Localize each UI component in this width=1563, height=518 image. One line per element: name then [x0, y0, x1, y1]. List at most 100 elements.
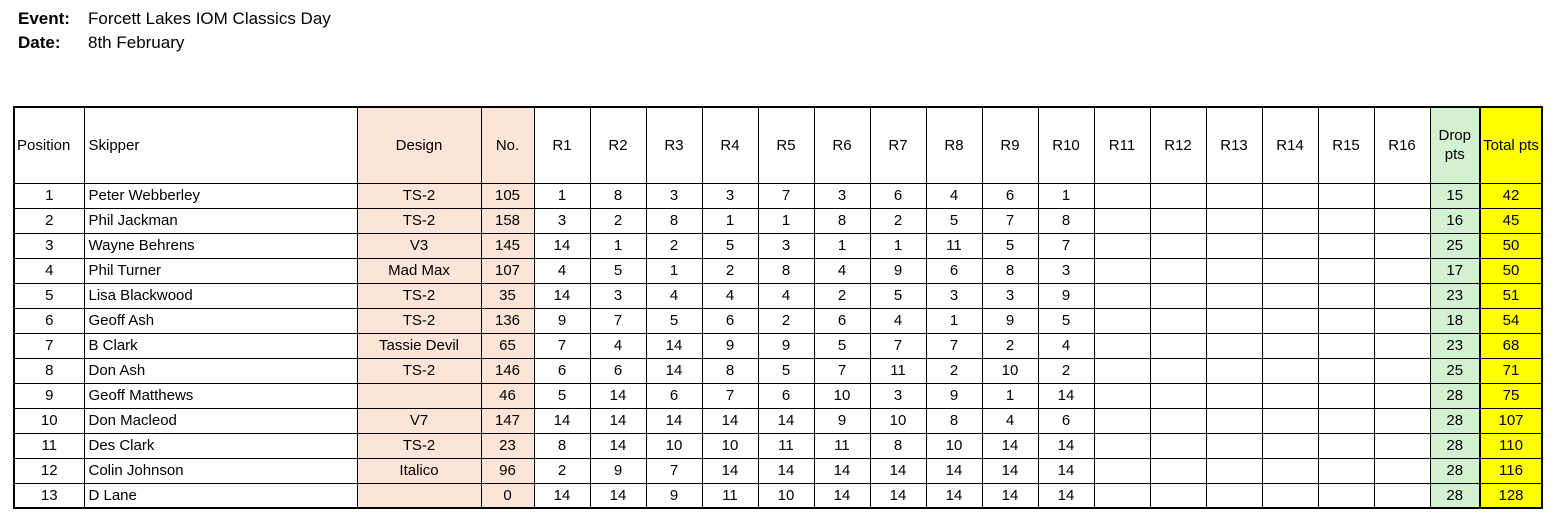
race-cell-r12 — [1149, 282, 1207, 309]
header-design: Design — [356, 106, 482, 184]
race-cell-r13 — [1205, 207, 1263, 234]
drop-pts-cell: 23 — [1429, 282, 1481, 309]
race-cell-r10: 3 — [1037, 257, 1095, 284]
design-cell — [356, 382, 482, 409]
race-cell-r8: 1 — [925, 307, 983, 334]
skipper-cell: D Lane — [83, 482, 358, 509]
race-cell-r11 — [1093, 257, 1151, 284]
race-cell-r15 — [1317, 332, 1375, 359]
race-cell-r12 — [1149, 182, 1207, 209]
race-cell-r14 — [1261, 457, 1319, 484]
race-cell-r16 — [1373, 257, 1431, 284]
race-cell-r5: 11 — [757, 432, 815, 459]
table-row: 11 Des Clark TS-2 23 8 14 10 10 11 11 8 10 14 14 28 110 — [13, 432, 1543, 459]
race-cell-r1: 5 — [533, 382, 591, 409]
table-row: 8 Don Ash TS-2 146 6 6 14 8 5 7 11 2 10 2 25 71 — [13, 357, 1543, 384]
header-race-r4: R4 — [701, 106, 759, 184]
race-cell-r12 — [1149, 457, 1207, 484]
race-cell-r3: 14 — [645, 357, 703, 384]
race-cell-r7: 14 — [869, 457, 927, 484]
race-cell-r7: 1 — [869, 232, 927, 259]
race-cell-r3: 2 — [645, 232, 703, 259]
race-cell-r5: 2 — [757, 307, 815, 334]
position-cell: 13 — [13, 482, 85, 509]
race-cell-r4: 2 — [701, 257, 759, 284]
race-cell-r7: 8 — [869, 432, 927, 459]
race-cell-r12 — [1149, 307, 1207, 334]
skipper-cell: Don Ash — [83, 357, 358, 384]
header-race-r13: R13 — [1205, 106, 1263, 184]
race-cell-r5: 14 — [757, 457, 815, 484]
no-cell: 158 — [480, 207, 535, 234]
race-cell-r14 — [1261, 207, 1319, 234]
race-cell-r6: 5 — [813, 332, 871, 359]
header-race-r5: R5 — [757, 106, 815, 184]
total-pts-cell: 54 — [1479, 307, 1543, 334]
race-cell-r6: 9 — [813, 407, 871, 434]
race-cell-r9: 14 — [981, 482, 1039, 509]
race-cell-r7: 5 — [869, 282, 927, 309]
race-cell-r5: 6 — [757, 382, 815, 409]
position-cell: 6 — [13, 307, 85, 334]
race-cell-r14 — [1261, 357, 1319, 384]
race-cell-r12 — [1149, 207, 1207, 234]
position-cell: 11 — [13, 432, 85, 459]
race-cell-r5: 8 — [757, 257, 815, 284]
drop-pts-cell: 25 — [1429, 232, 1481, 259]
total-pts-cell: 50 — [1479, 257, 1543, 284]
race-cell-r1: 9 — [533, 307, 591, 334]
design-cell: TS-2 — [356, 182, 482, 209]
race-cell-r6: 11 — [813, 432, 871, 459]
race-cell-r16 — [1373, 182, 1431, 209]
header-race-r16: R16 — [1373, 106, 1431, 184]
race-cell-r14 — [1261, 257, 1319, 284]
race-cell-r9: 2 — [981, 332, 1039, 359]
race-cell-r10: 1 — [1037, 182, 1095, 209]
no-cell: 46 — [480, 382, 535, 409]
position-cell: 10 — [13, 407, 85, 434]
header-race-r8: R8 — [925, 106, 983, 184]
race-cell-r12 — [1149, 332, 1207, 359]
design-cell: TS-2 — [356, 207, 482, 234]
table-row: 12 Colin Johnson Italico 96 2 9 7 14 14 14 14 14 14 1… — [13, 457, 1543, 484]
race-cell-r1: 14 — [533, 407, 591, 434]
race-cell-r6: 7 — [813, 357, 871, 384]
no-cell: 0 — [480, 482, 535, 509]
race-cell-r2: 2 — [589, 207, 647, 234]
total-pts-cell: 51 — [1479, 282, 1543, 309]
drop-pts-cell: 23 — [1429, 332, 1481, 359]
event-date-block: Event: Forcett Lakes IOM Classics Day Dat… — [0, 0, 1563, 55]
date-row: Date: 8th February — [18, 31, 1563, 55]
race-cell-r4: 11 — [701, 482, 759, 509]
race-cell-r12 — [1149, 382, 1207, 409]
race-cell-r6: 1 — [813, 232, 871, 259]
race-cell-r2: 14 — [589, 382, 647, 409]
race-cell-r8: 11 — [925, 232, 983, 259]
race-cell-r4: 6 — [701, 307, 759, 334]
race-cell-r1: 7 — [533, 332, 591, 359]
race-cell-r15 — [1317, 382, 1375, 409]
race-cell-r3: 7 — [645, 457, 703, 484]
header-position: Position — [13, 106, 85, 184]
design-cell: TS-2 — [356, 357, 482, 384]
header-race-r11: R11 — [1093, 106, 1151, 184]
race-cell-r11 — [1093, 382, 1151, 409]
race-cell-r10: 14 — [1037, 482, 1095, 509]
drop-pts-cell: 16 — [1429, 207, 1481, 234]
race-cell-r15 — [1317, 457, 1375, 484]
total-pts-cell: 71 — [1479, 357, 1543, 384]
race-cell-r16 — [1373, 232, 1431, 259]
design-cell: Mad Max — [356, 257, 482, 284]
header-race-r12: R12 — [1149, 106, 1207, 184]
race-cell-r7: 9 — [869, 257, 927, 284]
skipper-cell: Geoff Ash — [83, 307, 358, 334]
drop-pts-cell: 28 — [1429, 457, 1481, 484]
race-cell-r13 — [1205, 332, 1263, 359]
race-cell-r16 — [1373, 482, 1431, 509]
race-cell-r5: 14 — [757, 407, 815, 434]
race-cell-r16 — [1373, 382, 1431, 409]
race-cell-r5: 5 — [757, 357, 815, 384]
race-cell-r1: 14 — [533, 282, 591, 309]
table-row: 5 Lisa Blackwood TS-2 35 14 3 4 4 4 2 5 3 3 9 23 51 — [13, 282, 1543, 309]
